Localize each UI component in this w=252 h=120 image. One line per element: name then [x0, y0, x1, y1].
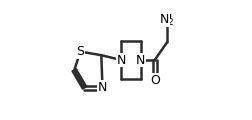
- Text: O: O: [149, 74, 159, 87]
- Text: N: N: [136, 54, 145, 66]
- Text: H: H: [162, 13, 171, 26]
- Text: N: N: [160, 13, 169, 26]
- Text: 2: 2: [167, 18, 172, 27]
- Text: N: N: [116, 54, 125, 66]
- Text: N: N: [98, 81, 107, 94]
- Text: S: S: [76, 45, 84, 58]
